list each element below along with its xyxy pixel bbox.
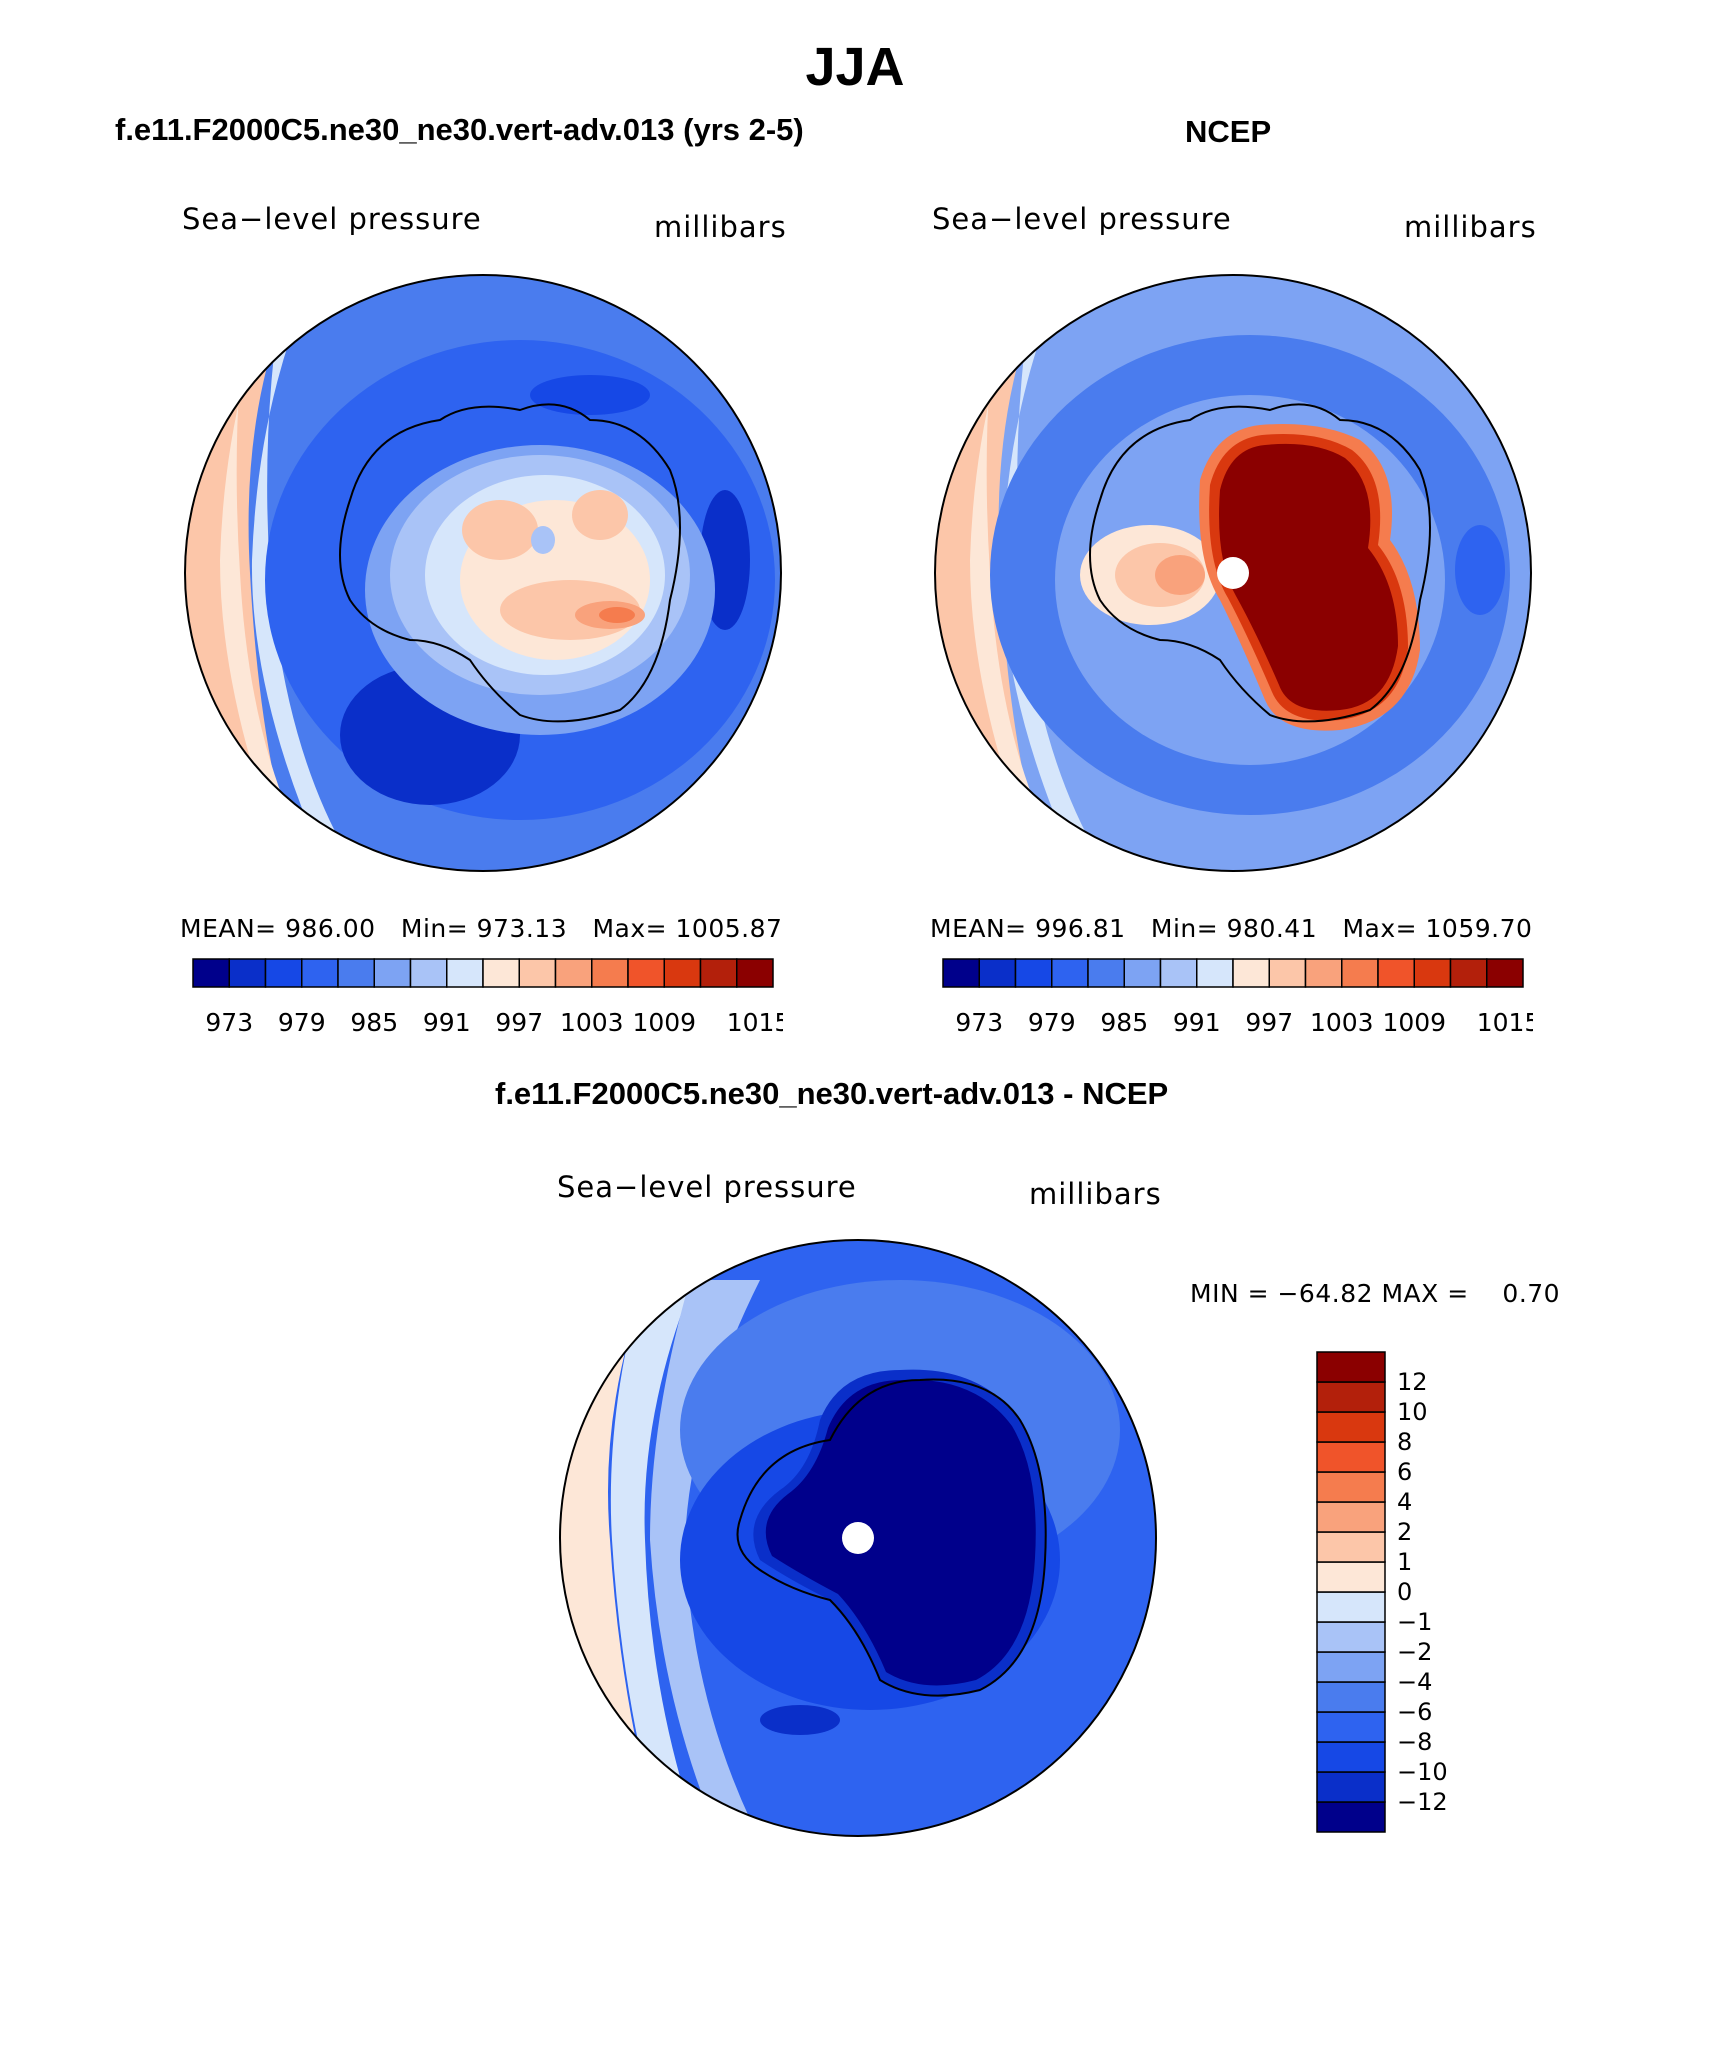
colorbar-ncep-tick-label: 1015 [1477,1008,1533,1037]
panel-right-label-model: millibars [654,210,787,244]
colorbar-diff-swatch [1316,1441,1386,1473]
colorbar-ncep-swatch [1486,958,1524,988]
colorbar-ncep-tick-label: 979 [1028,1008,1076,1037]
colorbar-model-swatch [337,958,375,988]
colorbar-model: 973 979 985 991 997 1003 1009 1015 [192,958,783,1037]
stats-ncep: MEAN= 996.81 Min= 980.41 Max= 1059.70 [930,914,1533,943]
panel-title-ncep: NCEP [1185,114,1272,149]
colorbar-model-tick-label: 979 [278,1008,326,1037]
colorbar-diff-tick-label: 10 [1397,1398,1428,1426]
colorbar-diff-tick-label: −12 [1397,1788,1448,1816]
colorbar-model-swatch [591,958,629,988]
colorbar-model-swatch [736,958,774,988]
colorbar-diff-swatch [1316,1711,1386,1743]
colorbar-diff-swatch [1316,1591,1386,1623]
colorbar-model-tick-label: 973 [205,1008,253,1037]
colorbar-diff-swatch [1316,1651,1386,1683]
colorbar-model-swatch [409,958,448,988]
colorbar-diff-swatch [1316,1351,1386,1383]
colorbar-ncep: 973 979 985 991 997 1003 1009 1015 [942,958,1533,1037]
colorbar-diff-swatch [1316,1531,1386,1563]
colorbar-ncep-swatch [1123,958,1162,988]
colorbar-diff-swatch [1316,1801,1386,1833]
panel-left-label-diff: Sea−level pressure [557,1170,857,1204]
colorbar-ncep-swatch [978,958,1017,988]
colorbar-model-swatch [446,958,484,988]
colorbar-diff-swatch [1316,1681,1386,1713]
colorbar-ncep-swatch [942,958,980,988]
colorbar-diff-tick-label: 0 [1397,1578,1412,1606]
colorbar-model-tick-label: 985 [350,1008,398,1037]
colorbar-model-swatch [192,958,230,988]
colorbar-diff-swatch [1316,1411,1386,1443]
panel-right-label-diff: millibars [1029,1177,1162,1211]
colorbar-ncep-swatch [1196,958,1234,988]
colorbar-model-swatch [264,958,303,988]
colorbar-ncep-swatch [1159,958,1198,988]
colorbar-model-tick-label: 991 [423,1008,471,1037]
colorbar-model-swatch [627,958,665,988]
colorbar-model-swatch [482,958,520,988]
colorbar-model-swatch [373,958,412,988]
colorbar-diff-swatch [1316,1381,1386,1413]
colorbar-model-swatch [228,958,267,988]
colorbar-ncep-swatch [1377,958,1415,988]
colorbar-diff-tick-label: −6 [1397,1698,1432,1726]
colorbar-ncep-swatch [1304,958,1343,988]
panel-right-label-ncep: millibars [1404,210,1537,244]
panel-title-diff: f.e11.F2000C5.ne30_ne30.vert-adv.013 - N… [495,1076,1169,1111]
colorbar-ncep-tick-label: 973 [955,1008,1003,1037]
colorbar-ncep-tick-label: 1003 [1310,1008,1374,1037]
colorbar-ncep-swatch [1014,958,1053,988]
colorbar-diff-swatch [1316,1741,1386,1773]
figure-title: JJA [805,37,905,97]
colorbar-diff-tick-label: −8 [1397,1728,1432,1756]
colorbar-diff-tick-label: 12 [1397,1368,1428,1396]
colorbar-diff-tick-label: 4 [1397,1488,1412,1516]
colorbar-diff-tick-label: −2 [1397,1638,1432,1666]
colorbar-ncep-tick-label: 997 [1245,1008,1293,1037]
colorbar-diff-tick-label: 8 [1397,1428,1412,1456]
stats-model: MEAN= 986.00 Min= 973.13 Max= 1005.87 [180,914,783,943]
panel-left-label-model: Sea−level pressure [182,202,482,236]
colorbar-ncep-tick-label: 985 [1100,1008,1148,1037]
colorbar-model-swatch [518,958,557,988]
colorbar-diff-swatch [1316,1771,1386,1803]
colorbar-ncep-swatch [1051,958,1089,988]
colorbar-diff-tick-label: 1 [1397,1548,1412,1576]
colorbar-model-tick-label: 1003 [560,1008,624,1037]
colorbar-diff-swatch [1316,1561,1386,1593]
colorbar-ncep-tick-label: 1009 [1382,1008,1446,1037]
panel-left-label-ncep: Sea−level pressure [932,202,1232,236]
colorbar-ncep-tick-label: 991 [1173,1008,1221,1037]
colorbar-model-swatch [663,958,702,988]
colorbar-ncep-swatch [1449,958,1488,988]
colorbar-ncep-swatch [1341,958,1379,988]
colorbar-diff-tick-label: −1 [1397,1608,1432,1636]
colorbar-ncep-swatch [1268,958,1307,988]
colorbar-model-swatch [554,958,593,988]
colorbar-model-swatch [301,958,339,988]
stats-diff: MIN = −64.82 MAX = 0.70 [1190,1279,1561,1308]
colorbar-ncep-swatch [1232,958,1270,988]
colorbar-diff-tick-label: −10 [1397,1758,1448,1786]
colorbar-model-swatch [699,958,738,988]
colorbar-model-tick-label: 1009 [632,1008,696,1037]
colorbar-diff-tick-label: 2 [1397,1518,1412,1546]
colorbar-model-tick-label: 997 [495,1008,543,1037]
colorbar-diff-tick-label: 6 [1397,1458,1412,1486]
colorbar-diff-tick-label: −4 [1397,1668,1432,1696]
colorbar-diff-swatch [1316,1621,1386,1653]
colorbar-ncep-swatch [1413,958,1452,988]
panel-title-model: f.e11.F2000C5.ne30_ne30.vert-adv.013 (yr… [115,112,804,147]
colorbar-ncep-swatch [1087,958,1125,988]
colorbar-model-tick-label: 1015 [727,1008,783,1037]
colorbar-diff-swatch [1316,1501,1386,1533]
colorbar-diff-swatch [1316,1471,1386,1503]
